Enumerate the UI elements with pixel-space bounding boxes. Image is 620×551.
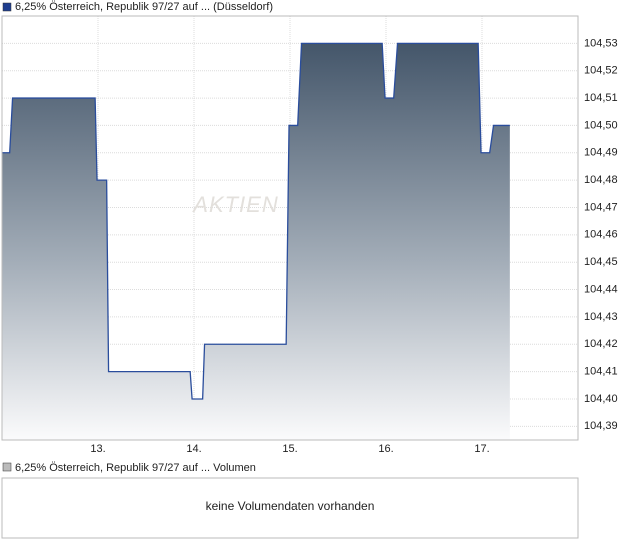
y-tick-label: 104,49 [584,147,618,159]
legend-label: 6,25% Österreich, Republik 97/27 auf ...… [15,1,273,13]
y-tick-label: 104,48 [584,174,618,186]
x-tick-label: 13. [90,443,105,455]
y-tick-label: 104,41 [584,366,618,378]
y-tick-label: 104,46 [584,229,618,241]
volume-legend: 6,25% Österreich, Republik 97/27 auf ...… [15,462,256,474]
y-tick-label: 104,40 [584,393,618,405]
y-tick-label: 104,47 [584,201,618,213]
volume-message: keine Volumendaten vorhanden [206,499,375,513]
y-tick-label: 104,39 [584,420,618,432]
y-tick-label: 104,44 [584,283,618,295]
area-fill [2,43,510,441]
legend-swatch [2,462,12,472]
y-tick-label: 104,52 [584,65,618,77]
volume-frame [1,477,579,539]
y-tick-label: 104,53 [584,37,618,49]
y-tick-label: 104,50 [584,119,618,131]
x-tick-label: 15. [282,443,297,455]
legend-swatch [2,2,12,12]
plot-frame [1,15,579,441]
x-tick-label: 16. [378,443,393,455]
x-tick-label: 17. [474,443,489,455]
plot-area: AKTIEN [2,16,578,441]
x-tick-label: 14. [186,443,201,455]
watermark: AKTIEN [191,192,278,217]
y-tick-label: 104,45 [584,256,618,268]
y-tick-label: 104,51 [584,92,618,104]
price-line [2,42,510,400]
y-tick-label: 104,43 [584,311,618,323]
y-tick-label: 104,42 [584,338,618,350]
